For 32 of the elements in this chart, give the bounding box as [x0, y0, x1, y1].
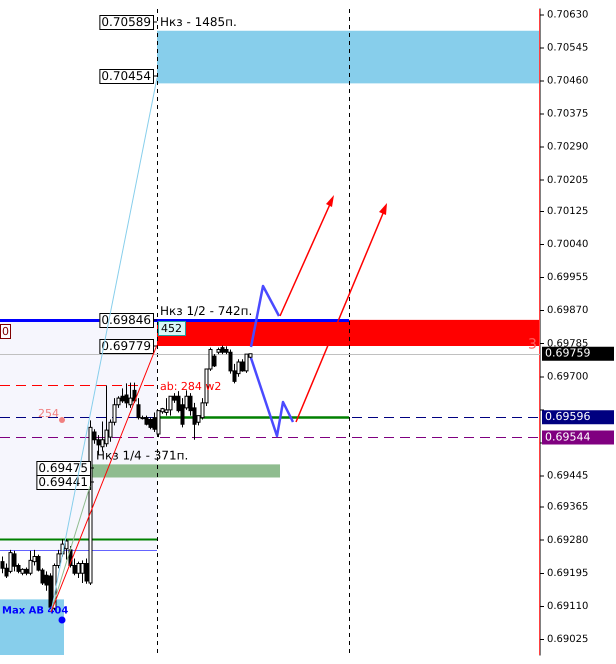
annotation: 0.70589 — [101, 15, 151, 30]
y-tick-label: 0.70375 — [547, 108, 588, 120]
y-tick-label: 0.69955 — [547, 272, 588, 284]
y-tick-label: 0.70040 — [547, 239, 588, 250]
annotation: 452 — [161, 322, 182, 335]
y-tick-label: 0.70125 — [547, 206, 588, 217]
annotation: 254 — [38, 406, 59, 420]
annotation: 0.69779 — [101, 339, 151, 354]
annotation: 0.69441 — [38, 475, 88, 490]
y-tick-label: 0.69785 — [547, 338, 588, 350]
y-tick-label: 0.69700 — [547, 371, 588, 382]
annotation: 0.70454 — [101, 69, 151, 84]
y-tick-label: 0.69280 — [547, 534, 588, 546]
annotation: 0.69846 — [101, 313, 151, 328]
y-tick-label: 0.69870 — [547, 305, 588, 316]
annotation: 0.69475 — [38, 461, 88, 476]
y-tick-label: 0.70545 — [547, 42, 588, 54]
annotation: 0 — [2, 324, 9, 338]
ref-line-label: 0.69544 — [545, 430, 590, 444]
ref-line-label: 0.69759 — [545, 346, 590, 360]
ref-line-label: 0.69596 — [545, 410, 590, 424]
band-label: Нкз 1/2 - 742п. — [160, 304, 252, 318]
y-tick-label: 0.70460 — [547, 76, 588, 87]
y-tick-label: 0.70630 — [547, 9, 588, 20]
y-tick-label: 0.69195 — [547, 568, 588, 579]
y-tick-label: 0.69025 — [547, 634, 588, 646]
y-tick-label: 0.70290 — [547, 142, 588, 153]
y-tick-label: 0.69365 — [547, 502, 588, 513]
y-tick-label: 0.69445 — [547, 470, 588, 482]
band-label: Нкз - 1485п. — [160, 14, 237, 29]
y-tick-label: 0.70205 — [547, 174, 588, 186]
y-tick-label: 0.69110 — [547, 600, 588, 612]
